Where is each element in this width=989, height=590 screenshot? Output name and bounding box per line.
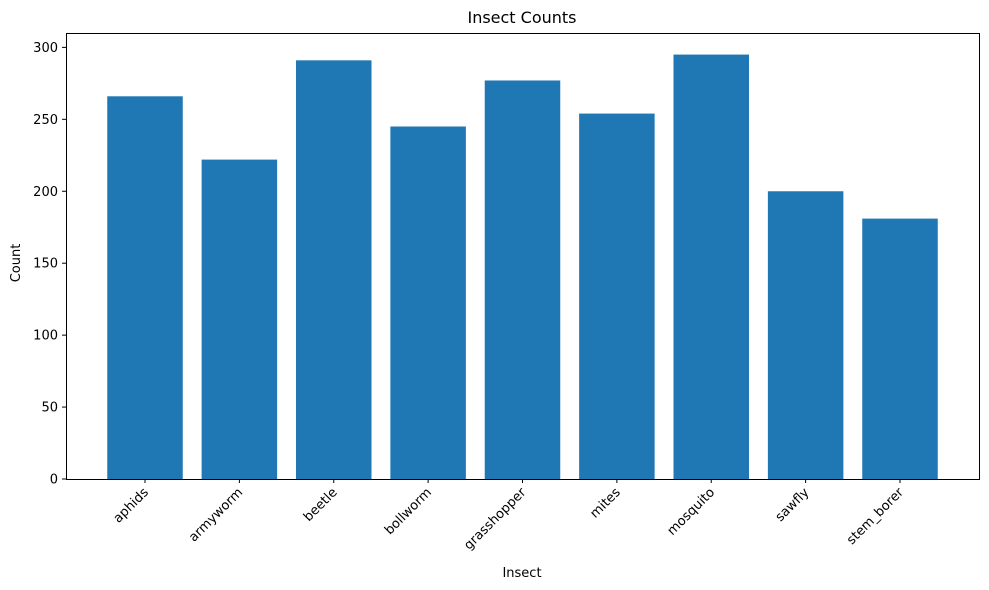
bar-armyworm: [201, 159, 278, 479]
bar-mosquito: [673, 54, 749, 479]
x-tick-label: mosquito: [665, 485, 718, 538]
y-tick-label: 50: [41, 401, 58, 416]
x-tick-label: beetle: [301, 485, 341, 525]
chart-title: Insect Counts: [467, 8, 576, 27]
bar-beetle: [296, 60, 372, 480]
bar-mites: [579, 113, 655, 479]
x-tick-label: mites: [588, 485, 624, 521]
bar-grasshopper: [484, 80, 561, 479]
bar-stem_borer: [862, 218, 938, 479]
plot-frame: [66, 33, 980, 480]
x-axis-title: Insect: [502, 566, 541, 581]
x-tick-label: stem_borer: [844, 485, 907, 548]
bar-bollworm: [390, 126, 466, 480]
x-tick-label: grasshopper: [461, 485, 529, 553]
x-tick-label: armyworm: [186, 485, 246, 545]
y-tick-label: 300: [33, 41, 58, 56]
x-tick-label: aphids: [111, 485, 152, 526]
y-axis-title: Count: [9, 244, 24, 283]
y-tick-label: 0: [50, 473, 58, 488]
bar-sawfly: [767, 191, 844, 480]
x-tick-label: bollworm: [382, 485, 435, 538]
y-tick-label: 150: [33, 257, 58, 272]
y-axis-ticks: 0 50 100 150 200 250 300: [33, 41, 66, 488]
y-tick-label: 250: [33, 113, 58, 128]
x-tick-label: sawfly: [773, 485, 813, 525]
bar-aphids: [107, 96, 183, 479]
x-axis-ticks: aphids armyworm beetle bollworm grasshopper m…: [111, 479, 907, 553]
y-tick-label: 100: [33, 329, 58, 344]
bars-group: [107, 54, 938, 480]
y-tick-label: 200: [33, 185, 58, 200]
